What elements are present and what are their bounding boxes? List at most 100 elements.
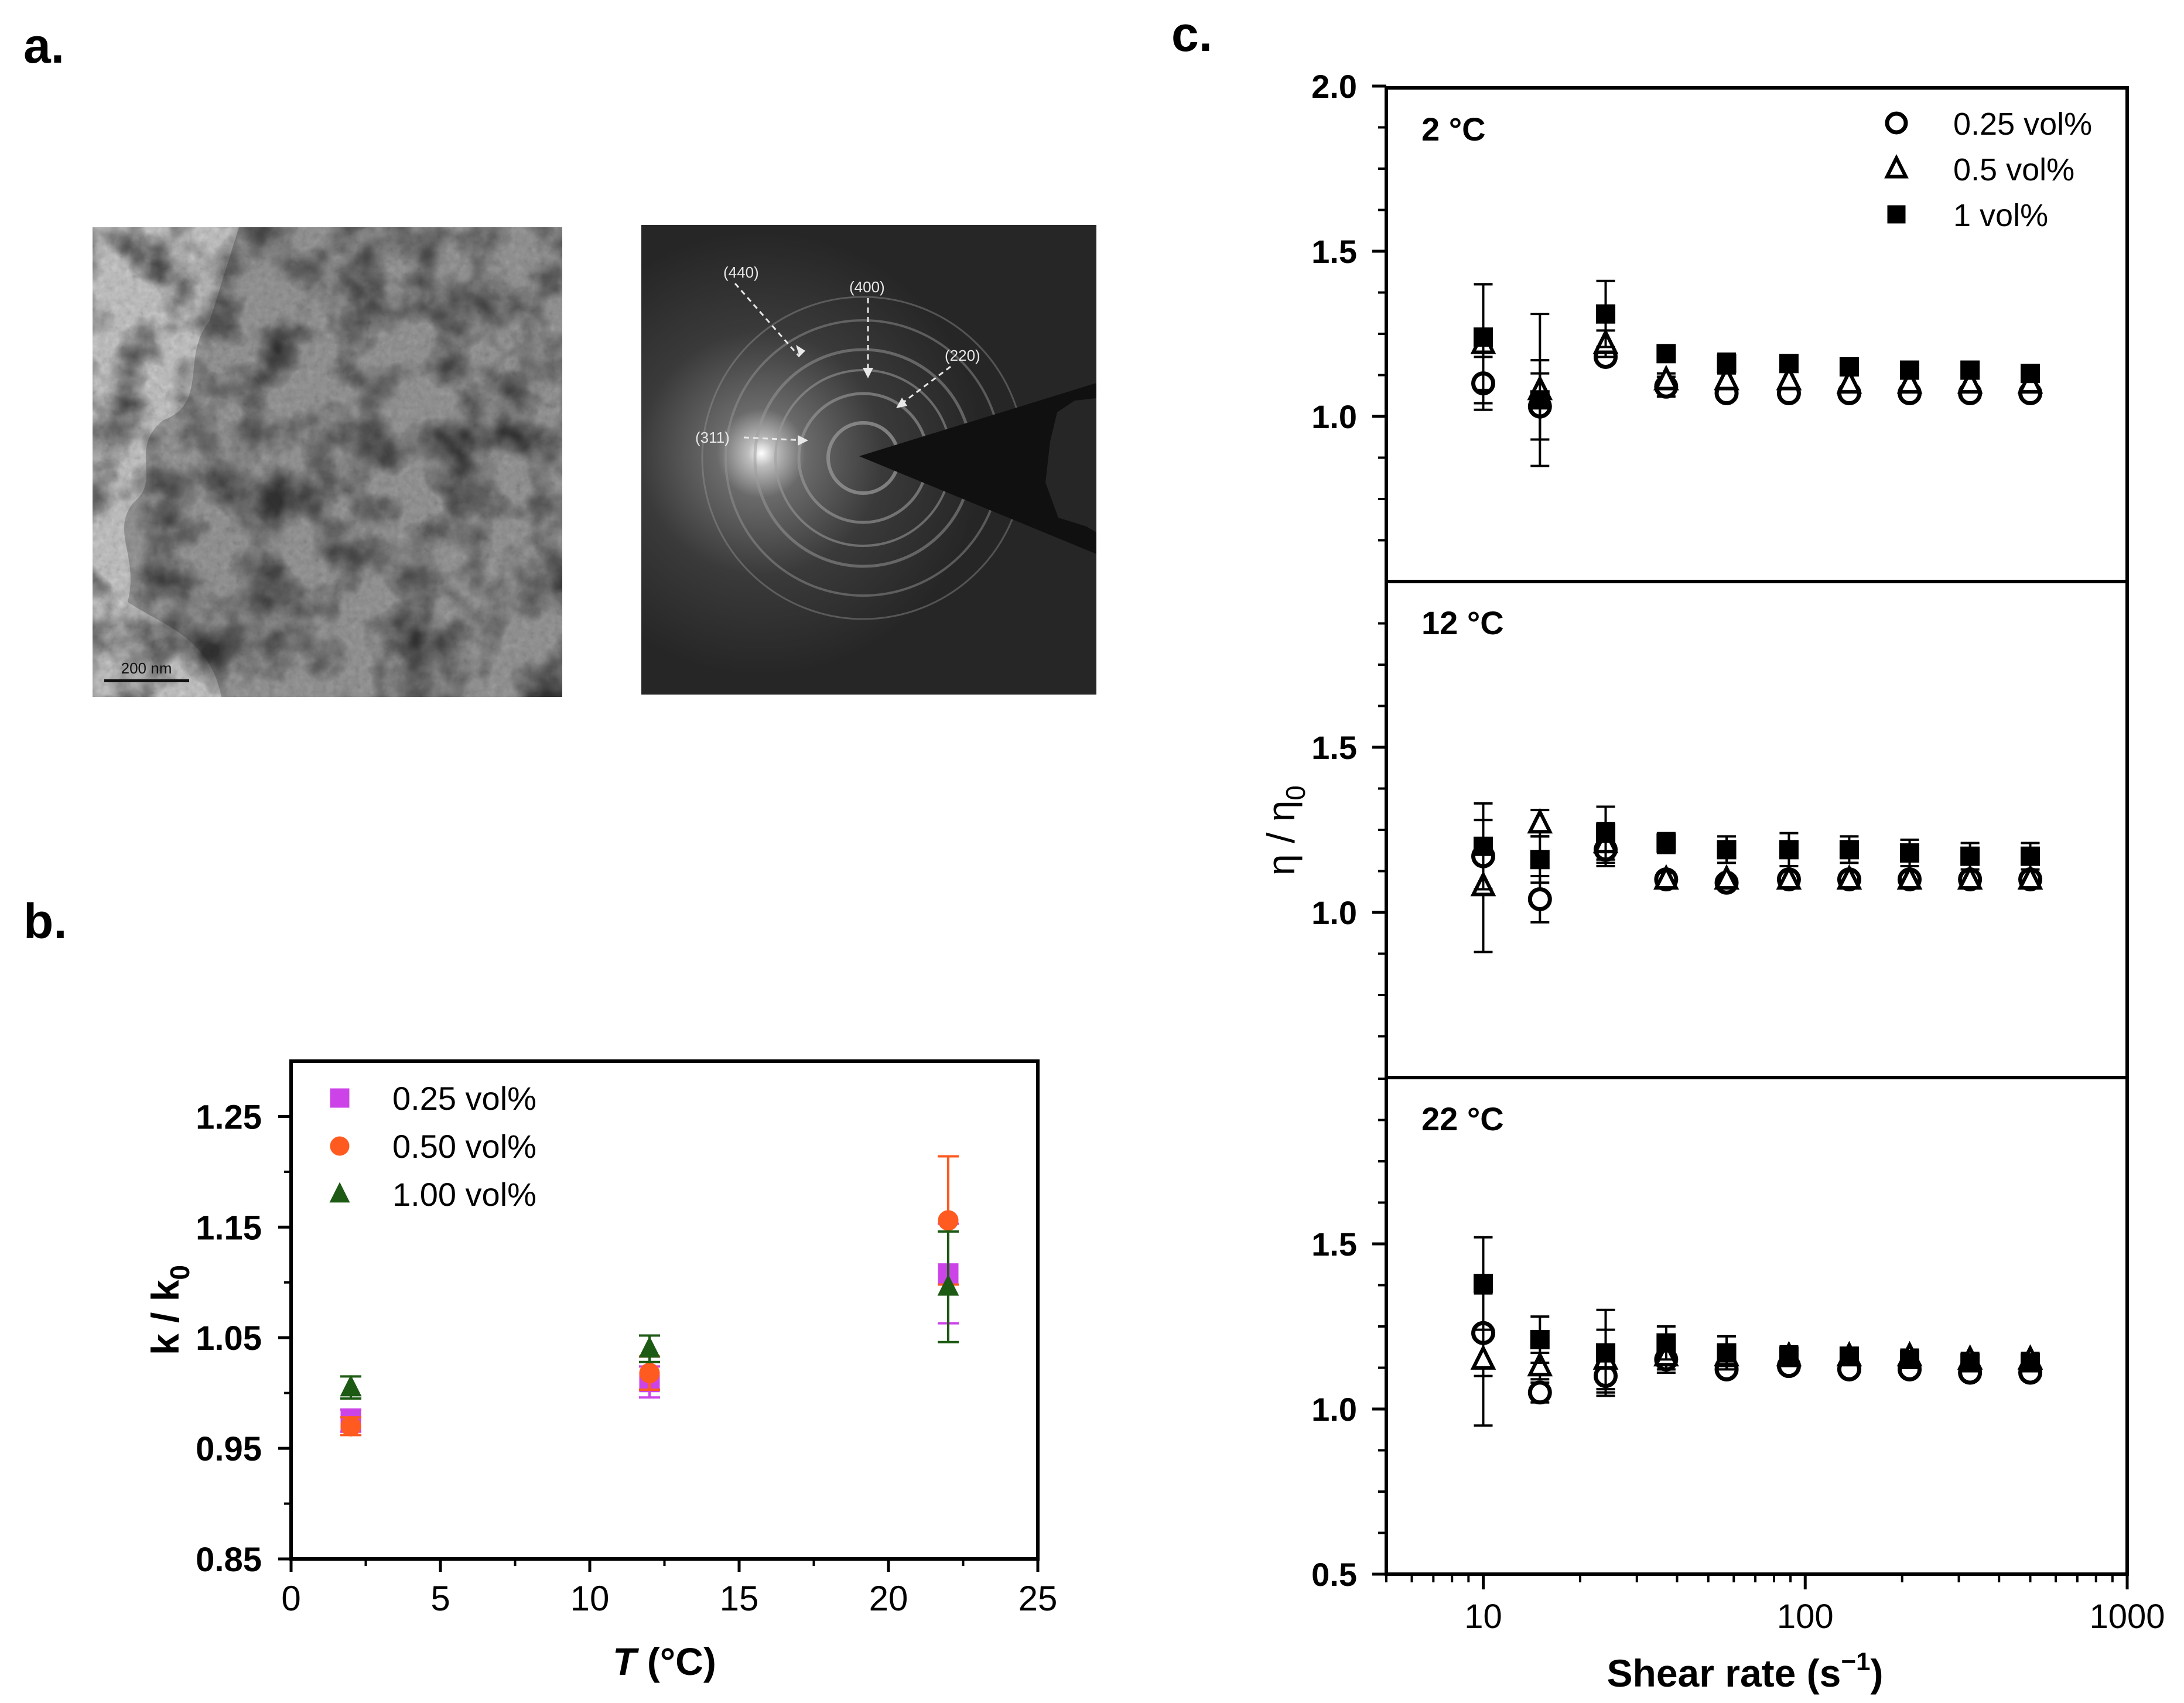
data-point [1473,1274,1493,1294]
x-tick-label: 20 [869,1579,908,1618]
series-1-vol- [1473,279,2041,441]
data-point [1779,354,1799,374]
data-point [1717,354,1737,374]
scale-bar: 200 nm [104,659,189,682]
ring-label-440: (440) [723,264,805,357]
series-1-vol- [1473,802,2041,891]
data-point [2017,864,2043,890]
data-point [1896,368,1923,394]
saed-pattern: (440) (400) (220) (311) [641,225,1096,695]
subplot-frame [1385,580,2129,1079]
data-point [1530,390,1550,410]
series-0-5-vol- [1470,808,2043,953]
data-point [1473,327,1493,347]
data-point [1656,1333,1676,1353]
legend-label: 0.50 vol% [392,1128,536,1165]
legend-label: 1 vol% [1953,198,2048,233]
y-axis-label: η / η0 [1259,785,1311,876]
legend-item: 1 vol% [1887,198,2048,233]
data-point [1656,833,1676,853]
data-point [639,1363,660,1384]
data-point [1714,364,1739,391]
subplot-1: 2 °C 1.0 1.5 2.0 [1311,68,2129,583]
data-point [1473,836,1493,856]
subplot-temp-label: 2 °C [1421,111,1486,148]
subplot-temp-label: 12 °C [1421,604,1504,641]
y-axis-label: k / k0 [143,1265,195,1355]
legend-item: 0.25 vol% [330,1080,536,1117]
data-point [1957,864,1983,890]
x-tick-label: 100 [1777,1598,1834,1636]
y-tick-label: 1.5 [1311,233,1357,270]
y-tick-label: 1.05 [196,1319,262,1357]
legend-marker [1887,205,1906,224]
data-point [1596,823,1616,843]
legend-label: 0.25 vol% [392,1080,536,1117]
y-tick-label: 1.0 [1311,398,1357,435]
data-point [1957,368,1983,394]
panel-label-a: a. [23,18,65,73]
ring-label-311: (311) [695,429,808,446]
data-point [1527,1350,1553,1377]
data-point [1896,864,1923,890]
ring-label-400: (400) [849,278,885,378]
y-tick-label: 1.5 [1311,729,1357,766]
data-point [1717,840,1737,860]
data-point [1530,1330,1550,1350]
data-point [1900,1349,1920,1369]
svg-text:(400): (400) [849,278,885,296]
data-point [938,1210,959,1231]
series-0-5-vol- [1470,1292,2043,1427]
data-point [2021,846,2041,866]
data-point [1960,360,1980,380]
data-point [1527,808,1553,834]
series-0-5-vol- [1470,283,2043,467]
y-tick-label: 2.0 [1311,68,1357,105]
x-tick-label: 5 [430,1579,450,1618]
legend-marker [1884,154,1909,179]
panel-label-b: b. [23,894,67,949]
x-tick-label: 0 [281,1579,300,1618]
y-tick-label: 1.15 [196,1209,262,1247]
data-point [1656,344,1676,364]
series-0-25-vol- [1471,344,2043,441]
chart-b-thermal-conductivity: 0 5 10 15 20 25 0.85 0.95 1.05 1.15 1.25 T (°C) k / … [143,1059,1057,1683]
series-1-00-vol- [340,1230,959,1400]
data-point [1530,850,1550,870]
data-point [1596,304,1616,324]
data-point [1714,864,1739,890]
data-point [937,1274,959,1296]
legend-marker [330,1088,350,1108]
data-point [1776,364,1802,391]
series-0-25-vol- [1471,819,2043,924]
tem-image: 200 nm [93,227,562,697]
x-tick-label: 15 [720,1579,759,1618]
beam-stop [859,383,1096,554]
data-point [340,1374,362,1397]
svg-text:(440): (440) [723,264,759,281]
y-tick-label: 1.25 [196,1098,262,1136]
x-axis-label: Shear rate (s−1) [1607,1647,1883,1695]
x-tick-label: 1000 [2089,1598,2165,1636]
data-point [2021,1353,2041,1373]
data-point [1776,864,1802,890]
svg-text:(220): (220) [945,347,980,364]
legend-item: 0.50 vol% [330,1128,536,1165]
data-point [2021,364,2041,384]
legend-marker [1885,111,1908,135]
data-point [1960,1353,1980,1373]
panel-label-c: c. [1171,6,1213,61]
data-point [1839,357,1859,377]
data-point [1960,846,1980,866]
legend-label: 1.00 vol% [392,1176,536,1213]
data-point [1653,864,1679,890]
data-point [1839,840,1859,860]
data-point [1527,1380,1552,1405]
series-1-vol- [1473,1236,2041,1397]
series-0-25-vol- [1471,1288,2043,1405]
legend-label: 0.25 vol% [1953,107,2092,142]
data-point [1839,1346,1859,1366]
legend-marker [330,1136,350,1156]
data-point [340,1415,361,1437]
